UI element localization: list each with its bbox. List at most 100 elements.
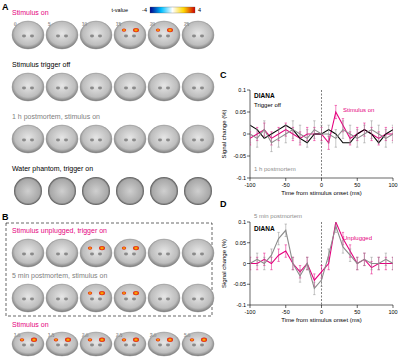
row-title: Stimulus on bbox=[12, 9, 49, 16]
error-cap bbox=[356, 129, 358, 130]
plot-area bbox=[250, 222, 393, 295]
error-cap bbox=[335, 147, 337, 148]
brain-slice bbox=[182, 73, 214, 101]
error-cap bbox=[378, 257, 380, 258]
chart-title: DIANA bbox=[254, 225, 275, 232]
error-cap bbox=[277, 244, 279, 245]
series-label: Trigger off bbox=[254, 102, 281, 108]
brain-slice bbox=[80, 21, 112, 49]
error-cap bbox=[370, 140, 372, 141]
brain-slice bbox=[182, 332, 214, 356]
ventricle bbox=[64, 253, 68, 256]
slice-label: 3.0 bbox=[150, 333, 157, 338]
ventricle bbox=[124, 87, 128, 90]
error-cap bbox=[306, 127, 308, 128]
ventricle bbox=[124, 35, 128, 38]
error-cap bbox=[378, 125, 380, 126]
panel-label: A bbox=[2, 2, 9, 12]
error-cap bbox=[385, 129, 387, 130]
brain-slice bbox=[182, 125, 214, 153]
x-tick-label: -50 bbox=[282, 309, 290, 315]
ventricle bbox=[132, 87, 136, 90]
error-cap bbox=[299, 282, 301, 283]
chart-title: DIANA bbox=[254, 92, 275, 99]
error-cap bbox=[392, 125, 393, 126]
error-cap bbox=[299, 125, 301, 126]
ventricle bbox=[64, 344, 68, 347]
y-tick bbox=[247, 305, 250, 306]
series-label: 5 min postmortem bbox=[254, 213, 302, 219]
error-cap bbox=[349, 142, 351, 143]
error-cap bbox=[327, 125, 329, 126]
row-title: 5 min postmortem, stimulus on bbox=[12, 272, 107, 280]
error-cap bbox=[277, 127, 279, 128]
error-cap bbox=[313, 140, 315, 141]
ventricle bbox=[90, 253, 94, 256]
error-cap bbox=[370, 138, 372, 139]
ventricle bbox=[158, 139, 162, 142]
error-cap bbox=[342, 118, 344, 119]
error-cap bbox=[356, 269, 358, 270]
activation bbox=[88, 292, 92, 295]
ventricle bbox=[200, 87, 204, 90]
error-cap bbox=[250, 269, 251, 270]
brain-slice bbox=[80, 332, 112, 356]
error-cap bbox=[285, 123, 287, 124]
phantom-slice bbox=[116, 177, 144, 205]
error-cap bbox=[285, 257, 287, 258]
error-cap bbox=[250, 142, 251, 143]
x-tick bbox=[285, 305, 286, 308]
error-cap bbox=[392, 269, 393, 270]
activation bbox=[88, 247, 92, 250]
activation bbox=[31, 338, 37, 342]
error-cap bbox=[370, 269, 372, 270]
error-cap bbox=[349, 125, 351, 126]
x-tick-label: 0 bbox=[320, 182, 323, 188]
panel-label: C bbox=[220, 70, 227, 80]
error-cap bbox=[263, 138, 265, 139]
figure: AStimulus on0510152025Stimulus trigger o… bbox=[0, 0, 400, 357]
ventricle bbox=[132, 344, 136, 347]
ventricle bbox=[22, 298, 26, 301]
brain-slice bbox=[148, 125, 180, 153]
error-cap bbox=[385, 265, 387, 266]
error-cap bbox=[363, 123, 365, 124]
activation bbox=[122, 247, 126, 250]
row-title: Stimulus on bbox=[12, 321, 49, 328]
brain-slice bbox=[148, 21, 180, 49]
y-tick bbox=[247, 134, 250, 135]
error-cap bbox=[349, 244, 351, 245]
activation bbox=[20, 338, 24, 341]
error-cap bbox=[342, 232, 344, 233]
error-cap bbox=[306, 257, 308, 258]
phantom-slice bbox=[184, 177, 212, 205]
ventricle bbox=[132, 253, 136, 256]
ventricle bbox=[124, 253, 128, 256]
row-title: Water phantom, trigger on bbox=[12, 165, 93, 173]
error-cap bbox=[270, 248, 272, 249]
error-cap bbox=[250, 125, 251, 126]
error-cap bbox=[306, 147, 308, 148]
activation bbox=[156, 29, 160, 32]
ventricle bbox=[98, 139, 102, 142]
x-label: Time from stimulus onset (ms) bbox=[281, 190, 361, 196]
error-cap bbox=[356, 127, 358, 128]
ventricle bbox=[64, 298, 68, 301]
error-cap bbox=[256, 147, 258, 148]
colorbar-tick: -4 bbox=[142, 7, 147, 13]
ventricle bbox=[200, 139, 204, 142]
ventricle bbox=[98, 298, 102, 301]
error-cap bbox=[335, 118, 337, 119]
error-cap bbox=[320, 142, 322, 143]
activation bbox=[156, 338, 160, 341]
x-label: Time from stimulus onset (ms) bbox=[281, 317, 361, 323]
x-tick bbox=[321, 178, 322, 181]
brain-slice bbox=[46, 73, 78, 101]
x-tick-label: -100 bbox=[244, 309, 255, 315]
brain-slice bbox=[80, 73, 112, 101]
ventricle bbox=[192, 139, 196, 142]
dashed-box bbox=[6, 223, 212, 316]
brain-slice bbox=[80, 125, 112, 153]
ventricle bbox=[30, 35, 34, 38]
brain-slice bbox=[182, 239, 214, 267]
